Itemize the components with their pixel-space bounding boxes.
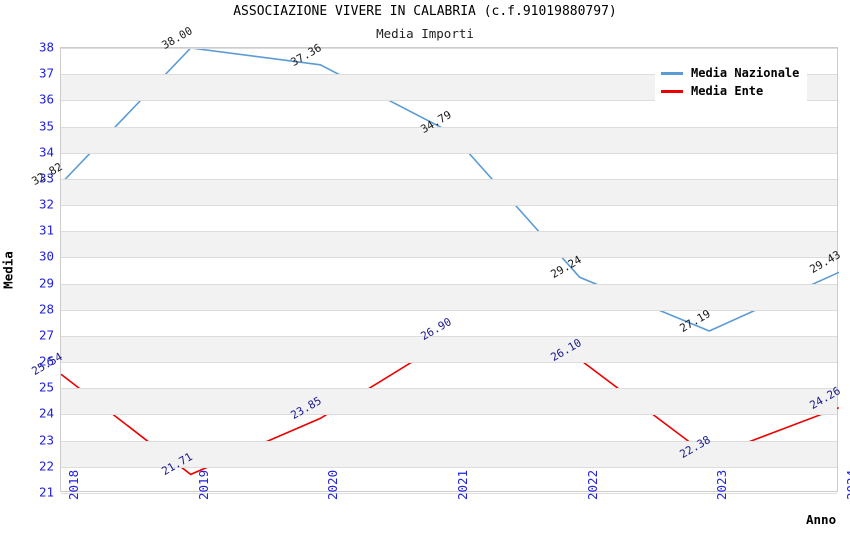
x-axis-title: Anno xyxy=(806,512,837,527)
y-axis-title: Media xyxy=(0,251,16,289)
x-tick-label: 2019 xyxy=(195,469,211,500)
gridline xyxy=(61,48,837,49)
legend-item-media-nazionale[interactable]: Media Nazionale xyxy=(661,64,799,82)
gridline xyxy=(61,74,837,75)
legend-label-media-ente: Media Ente xyxy=(691,84,764,98)
y-tick-label: 34 xyxy=(38,144,54,160)
plot-area xyxy=(60,47,839,494)
y-tick-label: 25 xyxy=(38,379,54,395)
legend-swatch-media-nazionale xyxy=(661,71,683,75)
y-tick-label: 37 xyxy=(38,65,54,81)
gridline xyxy=(61,441,837,442)
gridline xyxy=(61,153,837,154)
y-tick-label: 36 xyxy=(38,91,54,107)
grid-band xyxy=(61,178,837,206)
y-tick-label: 32 xyxy=(38,196,54,212)
gridline xyxy=(61,100,837,101)
y-tick-label: 28 xyxy=(38,301,54,317)
y-tick-label: 27 xyxy=(38,327,54,343)
legend-swatch-media-ente xyxy=(661,89,683,93)
y-tick-label: 22 xyxy=(38,458,54,474)
gridline xyxy=(61,414,837,415)
gridline xyxy=(61,310,837,311)
x-tick-label: 2018 xyxy=(66,469,81,500)
gridline xyxy=(61,179,837,180)
grid-band xyxy=(61,126,837,153)
x-tick-label: 2022 xyxy=(584,469,600,500)
grid-band xyxy=(61,388,837,415)
gridline xyxy=(61,127,837,128)
gridline xyxy=(61,493,837,494)
gridline xyxy=(61,467,837,468)
y-tick-label: 38 xyxy=(38,39,54,55)
y-tick-label: 30 xyxy=(38,248,54,264)
gridline xyxy=(61,257,837,258)
y-tick-label: 21 xyxy=(38,484,54,500)
y-tick-label: 24 xyxy=(38,405,54,421)
gridline xyxy=(61,205,837,206)
chart-title: ASSOCIAZIONE VIVERE IN CALABRIA (c.f.910… xyxy=(233,4,617,19)
y-tick-label: 23 xyxy=(38,432,54,448)
chart-subtitle: Media Importi xyxy=(376,26,474,41)
gridline xyxy=(61,362,837,363)
gridline xyxy=(61,388,837,389)
x-tick-label: 2023 xyxy=(714,469,730,500)
grid-band xyxy=(61,283,837,310)
gridline xyxy=(61,231,837,232)
chart-legend: Media Nazionale Media Ente xyxy=(655,60,808,105)
y-tick-label: 35 xyxy=(38,118,54,134)
y-tick-label: 29 xyxy=(38,275,54,291)
grid-band xyxy=(61,440,837,467)
gridline xyxy=(61,336,837,337)
x-tick-label: 2020 xyxy=(325,469,341,500)
grid-band xyxy=(61,335,837,363)
y-tick-label: 31 xyxy=(38,222,54,238)
gridline xyxy=(61,284,837,285)
x-tick-label: 2024 xyxy=(844,469,850,500)
x-tick-label: 2021 xyxy=(455,469,470,500)
legend-item-media-ente[interactable]: Media Ente xyxy=(661,82,799,100)
grid-band xyxy=(61,231,837,258)
legend-label-media-nazionale: Media Nazionale xyxy=(691,66,800,80)
